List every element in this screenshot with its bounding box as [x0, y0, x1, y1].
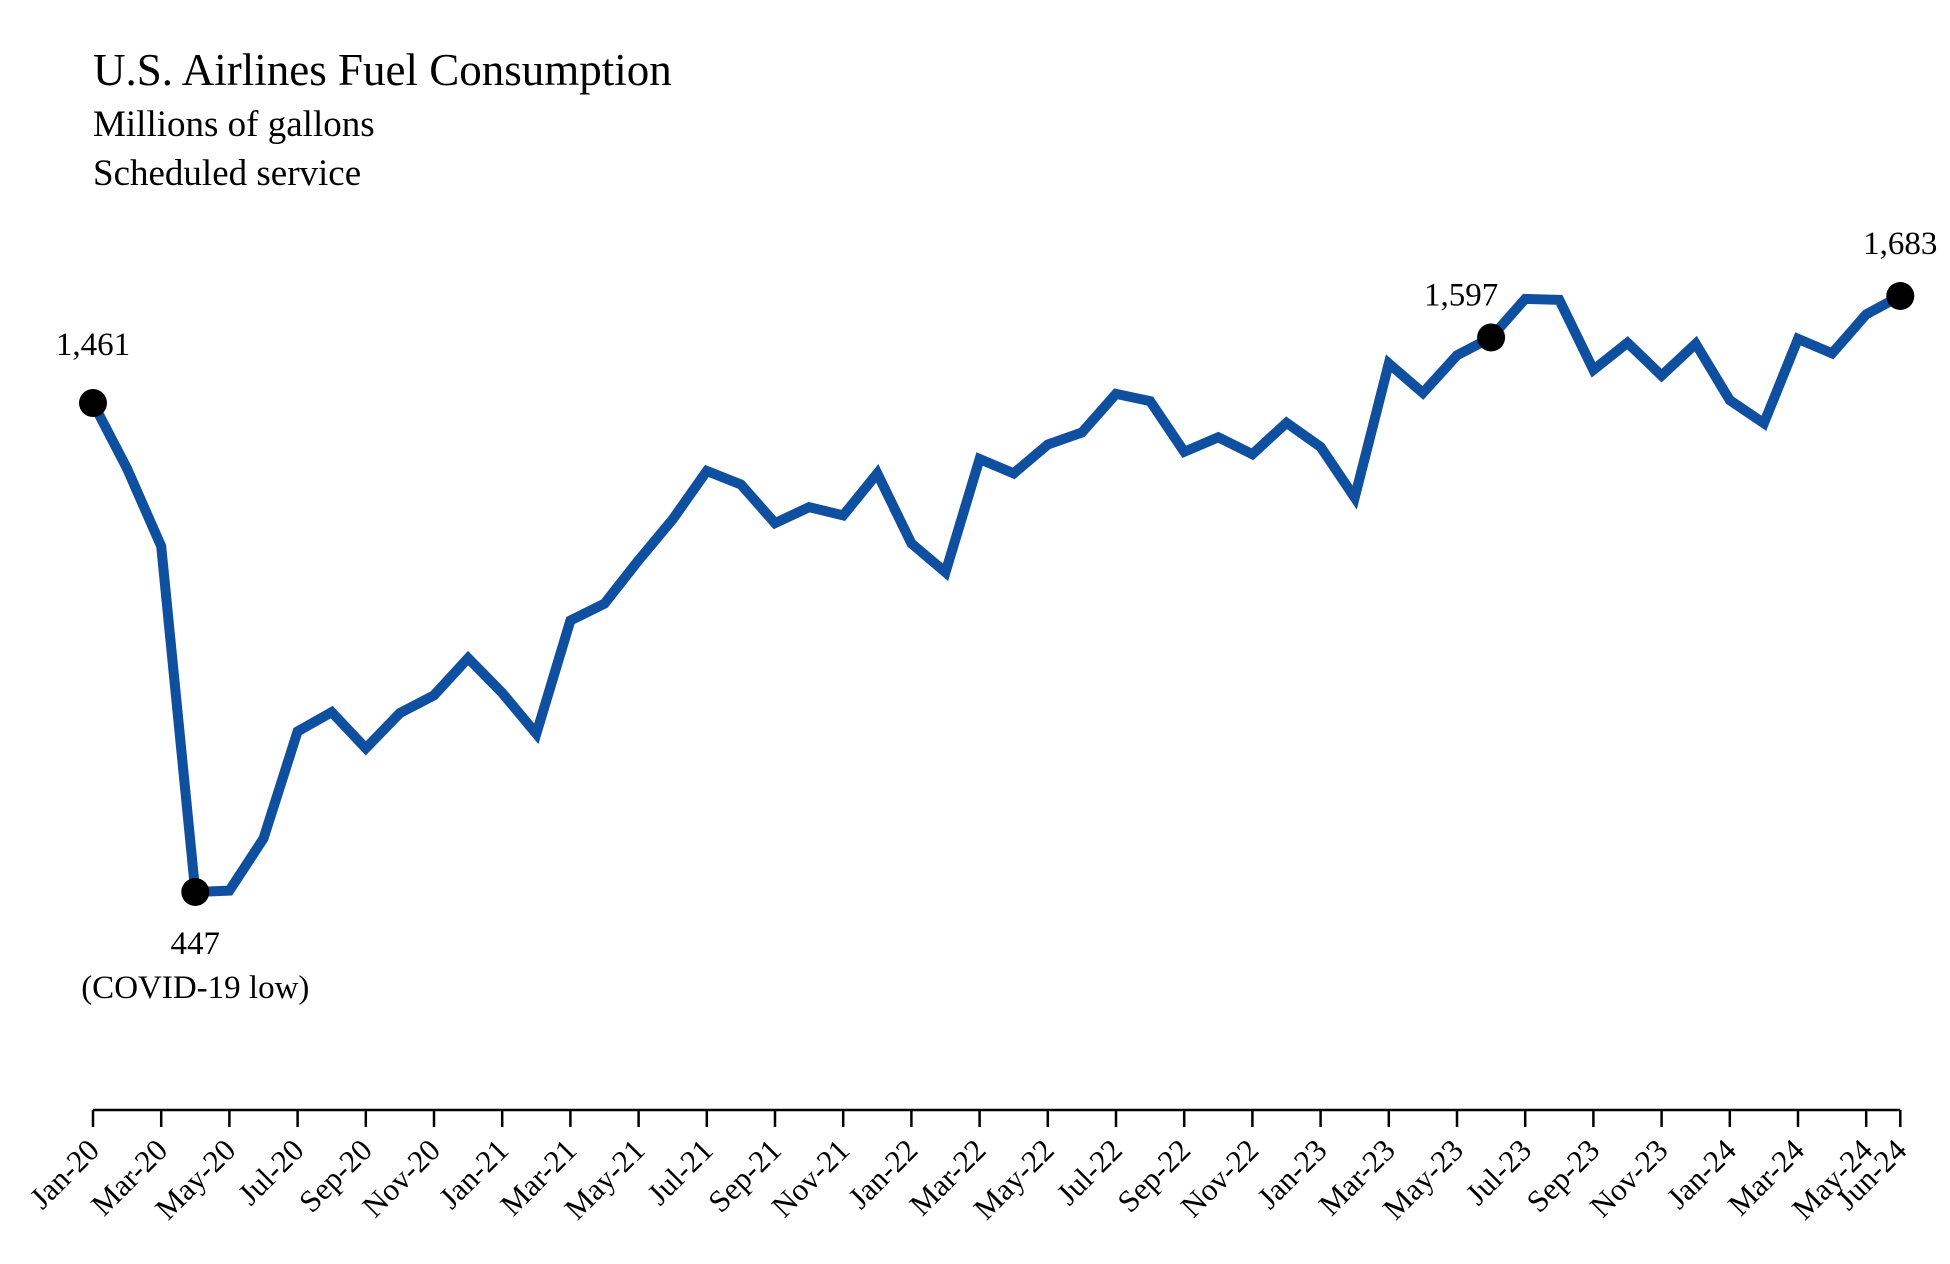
annotation-label: 1,597 [1424, 277, 1498, 313]
annotation-marker [181, 878, 210, 906]
annotation-label: (COVID-19 low) [81, 970, 309, 1006]
series-layer [88, 291, 1906, 898]
x-axis: Jan-20Mar-20May-20Jul-20Sep-20Nov-20Jan-… [23, 1108, 1914, 1226]
annotation-markers [79, 282, 1915, 906]
annotation-labels: 1,461 447 (COVID-19 low) 1,597 1,683 [56, 226, 1938, 1006]
annotation-marker [1886, 282, 1915, 310]
annotation-label: 1,683 [1863, 226, 1937, 262]
chart-subtitle-units: Millions of gallons [93, 104, 375, 145]
chart-titles: U.S. Airlines Fuel Consumption Millions … [93, 40, 672, 198]
annotation-label: 1,461 [56, 327, 130, 363]
x-tick-label: Nov-21 [764, 1132, 856, 1224]
x-tick-label: Nov-20 [355, 1132, 447, 1224]
x-tick-label: Nov-23 [1583, 1132, 1675, 1224]
x-tick-label: Nov-22 [1174, 1132, 1266, 1224]
chart-title: U.S. Airlines Fuel Consumption [93, 45, 672, 95]
chart-subtitle-scope: Scheduled service [93, 153, 362, 194]
annotation-marker [1477, 323, 1506, 352]
annotation-marker [79, 389, 107, 418]
annotation-label: 447 [171, 926, 221, 962]
series-line [88, 291, 1906, 898]
